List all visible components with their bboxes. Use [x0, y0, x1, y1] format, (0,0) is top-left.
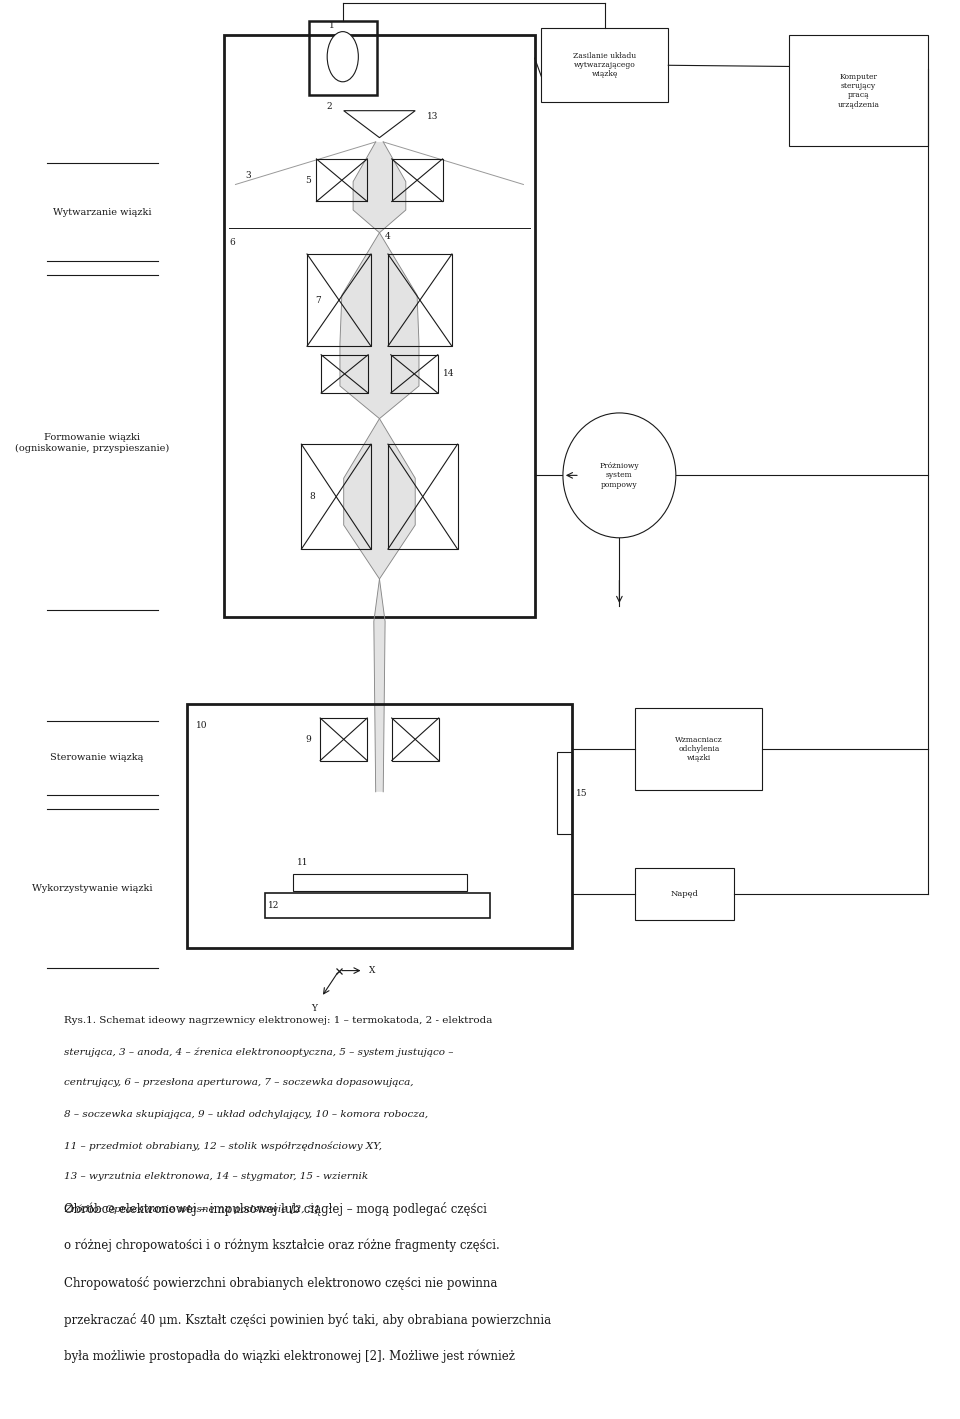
Text: 14: 14 — [443, 369, 454, 379]
Text: 7: 7 — [316, 295, 322, 305]
Bar — [392, 718, 439, 761]
Ellipse shape — [563, 413, 676, 538]
Text: 13: 13 — [426, 112, 438, 121]
Text: X: X — [369, 966, 375, 975]
Text: 2: 2 — [326, 102, 332, 111]
Ellipse shape — [327, 31, 358, 82]
Text: Zasilanie układu
wytwarzającego
wiązkę: Zasilanie układu wytwarzającego wiązkę — [573, 53, 636, 78]
Bar — [388, 254, 452, 346]
Text: 12: 12 — [268, 901, 278, 910]
Text: Sterowanie wiązką: Sterowanie wiązką — [50, 753, 143, 762]
Bar — [265, 893, 491, 918]
Text: Chropowatość powierzchni obrabianych elektronowo części nie powinna: Chropowatość powierzchni obrabianych ele… — [64, 1276, 497, 1290]
Text: Y: Y — [311, 1005, 317, 1013]
Bar — [388, 444, 458, 549]
Text: centrujący, 6 – przesłona aperturowa, 7 – soczewka dopasowująca,: centrujący, 6 – przesłona aperturowa, 7 … — [64, 1078, 414, 1087]
Text: 5: 5 — [305, 176, 311, 184]
Text: Komputer
sterujący
pracą
urządzenia: Komputer sterujący pracą urządzenia — [837, 72, 879, 109]
Polygon shape — [340, 142, 419, 792]
Text: Źródło: Opracowanie własne na podstawie [2, 3]: Źródło: Opracowanie własne na podstawie … — [64, 1203, 319, 1213]
Bar — [558, 752, 572, 834]
Text: Wzmacniacz
odchylenia
wiązki: Wzmacniacz odchylenia wiązki — [675, 736, 723, 762]
Text: 4: 4 — [385, 233, 391, 241]
Bar — [541, 28, 668, 102]
Text: 15: 15 — [576, 789, 588, 797]
Text: Rys.1. Schemat ideowy nagrzewnicy elektronowej: 1 – termokatoda, 2 - elektroda: Rys.1. Schemat ideowy nagrzewnicy elektr… — [64, 1016, 492, 1025]
Text: 8 – soczewka skupiająca, 9 – układ odchylający, 10 – komora robocza,: 8 – soczewka skupiająca, 9 – układ odchy… — [64, 1110, 428, 1118]
Text: Napęd: Napęd — [671, 890, 699, 898]
Bar — [301, 444, 371, 549]
Bar — [307, 254, 371, 346]
Bar — [391, 355, 438, 393]
Bar — [317, 159, 368, 201]
Text: Próżniowy
system
pompowy: Próżniowy system pompowy — [600, 463, 639, 488]
Text: 6: 6 — [229, 238, 235, 247]
Text: była możliwie prostopadła do wiązki elektronowej [2]. Możliwe jest również: była możliwie prostopadła do wiązki elek… — [64, 1349, 516, 1364]
Text: Wytwarzanie wiązki: Wytwarzanie wiązki — [53, 209, 151, 217]
Text: 10: 10 — [196, 721, 207, 729]
Text: Wykorzystywanie wiązki: Wykorzystywanie wiązki — [33, 884, 153, 893]
Bar — [322, 355, 369, 393]
Bar — [309, 21, 376, 95]
Text: 1: 1 — [328, 21, 334, 30]
Bar — [636, 868, 734, 920]
Text: 3: 3 — [245, 172, 251, 180]
Bar — [186, 704, 572, 948]
Bar — [321, 718, 368, 761]
Bar — [293, 874, 467, 891]
Text: 11: 11 — [297, 858, 308, 867]
Bar — [392, 159, 443, 201]
Text: Obróbce elektronowej – impulsowej lub ciągłej – mogą podlegać części: Obróbce elektronowej – impulsowej lub ci… — [64, 1202, 487, 1216]
Bar — [636, 708, 762, 790]
Text: Formowanie wiązki
(ogniskowanie, przyspieszanie): Formowanie wiązki (ogniskowanie, przyspi… — [15, 433, 170, 453]
Text: przekraczać 40 μm. Kształt części powinien być taki, aby obrabiana powierzchnia: przekraczać 40 μm. Kształt części powini… — [64, 1313, 551, 1327]
Bar — [225, 35, 535, 617]
Bar — [789, 35, 928, 146]
Polygon shape — [344, 111, 416, 138]
Text: sterująca, 3 – anoda, 4 – źrenica elektronooptyczna, 5 – system justująco –: sterująca, 3 – anoda, 4 – źrenica elektr… — [64, 1047, 454, 1057]
Text: 8: 8 — [310, 492, 316, 501]
Text: 9: 9 — [305, 735, 311, 744]
Text: o różnej chropowatości i o różnym kształcie oraz różne fragmenty części.: o różnej chropowatości i o różnym kształ… — [64, 1239, 500, 1253]
Text: 11 – przedmiot obrabiany, 12 – stolik współrzędnościowy XY,: 11 – przedmiot obrabiany, 12 – stolik ws… — [64, 1141, 382, 1151]
Text: 13 – wyrzutnia elektronowa, 14 – stygmator, 15 - wziernik: 13 – wyrzutnia elektronowa, 14 – stygmat… — [64, 1172, 369, 1181]
